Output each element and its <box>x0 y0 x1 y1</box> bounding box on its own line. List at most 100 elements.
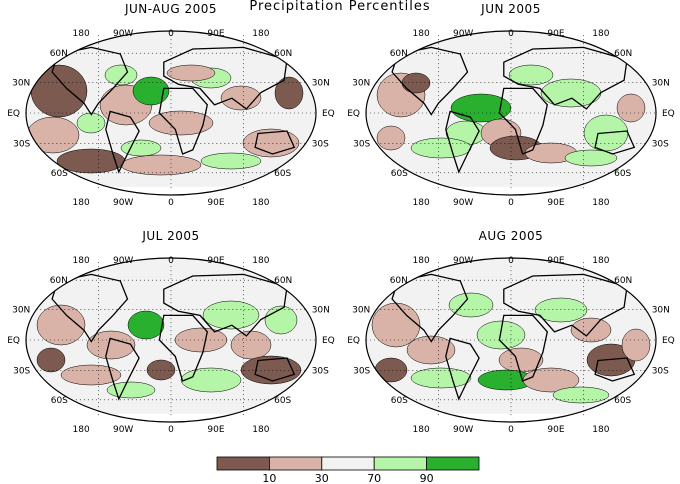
continent-outline <box>498 87 549 155</box>
longitude-label-top: 180 <box>252 29 269 39</box>
map-panel: JUL 2005 180 180 90W 90W 0 0 90E 90E 180 180 60N 60N… <box>7 229 335 435</box>
longitude-label-bottom: 180 <box>592 198 609 208</box>
longitude-label-top: 0 <box>168 256 174 266</box>
latitude-label-left: 30S <box>353 366 370 376</box>
longitude-label-bottom: 0 <box>168 198 174 208</box>
continent-outline <box>158 87 209 155</box>
colorbar-swatch <box>321 456 375 471</box>
latitude-label-right: 30N <box>652 79 670 89</box>
colorbar: 10 30 70 90 <box>216 456 480 484</box>
continent-outline <box>594 357 636 382</box>
continent-outline <box>445 337 480 401</box>
percentile-region <box>104 64 138 86</box>
longitude-label-bottom: 180 <box>73 198 90 208</box>
colorbar-label: 30 <box>315 472 329 484</box>
percentile-region <box>508 64 554 86</box>
percentile-region <box>410 137 472 159</box>
latitude-label-left: 60N <box>50 49 68 59</box>
antarctica <box>26 413 316 422</box>
percentile-region <box>448 292 494 318</box>
percentile-region <box>401 72 431 94</box>
longitude-label-bottom: 180 <box>592 425 609 435</box>
latitude-label-left: 30S <box>13 366 30 376</box>
percentile-region <box>146 359 176 381</box>
longitude-label-top: 180 <box>252 256 269 266</box>
antarctica <box>366 413 656 422</box>
percentile-region <box>36 304 86 346</box>
percentile-region <box>410 367 472 389</box>
latitude-label-left: EQ <box>347 109 360 119</box>
latitude-label-right: EQ <box>322 109 335 119</box>
longitude-label-bottom: 90E <box>207 198 224 208</box>
percentile-region <box>30 64 88 118</box>
longitude-label-bottom: 90W <box>453 425 473 435</box>
longitude-label-top: 0 <box>508 29 514 39</box>
percentile-region <box>148 110 214 136</box>
latitude-label-right: 60N <box>614 49 632 59</box>
longitude-label-bottom: 180 <box>252 198 269 208</box>
latitude-label-right: 30S <box>312 139 329 149</box>
longitude-label-top: 90W <box>113 256 133 266</box>
colorbar-swatch <box>268 456 323 471</box>
latitude-label-left: 30N <box>352 79 370 89</box>
latitude-label-left: 60S <box>391 169 408 179</box>
colorbar-label: 10 <box>262 472 276 484</box>
continent-outline <box>498 314 549 382</box>
latitude-label-left: 30S <box>13 139 30 149</box>
longitude-label-bottom: 90W <box>113 198 133 208</box>
page-title: Precipitation Percentiles <box>249 0 431 14</box>
latitude-label-left: 60S <box>51 169 68 179</box>
latitude-label-right: 60S <box>274 396 291 406</box>
percentile-region <box>106 381 156 399</box>
longitude-label-bottom: 90W <box>453 198 473 208</box>
longitude-label-top: 0 <box>508 256 514 266</box>
continent-outline <box>445 110 480 174</box>
longitude-label-bottom: 0 <box>508 198 514 208</box>
latitude-label-right: 30S <box>312 366 329 376</box>
colorbar-swatch <box>216 456 270 471</box>
continent-outline <box>254 357 296 382</box>
panel-title: JUL 2005 <box>141 229 199 243</box>
latitude-label-right: 60N <box>614 276 632 286</box>
percentile-region <box>26 116 80 154</box>
map-panel: JUN 2005 180 180 90W 90W 0 0 90E 90E 180 180 60N 60N… <box>347 2 675 208</box>
latitude-label-left: EQ <box>7 336 20 346</box>
longitude-label-bottom: 90E <box>547 198 564 208</box>
longitude-label-top: 180 <box>592 29 609 39</box>
percentile-region <box>274 76 304 110</box>
longitude-label-top: 90E <box>547 29 564 39</box>
map-border <box>365 257 657 423</box>
latitude-label-left: 60S <box>391 396 408 406</box>
percentile-region <box>36 347 66 373</box>
antarctica <box>26 186 316 195</box>
latitude-label-left: EQ <box>347 336 360 346</box>
continent-outline <box>105 110 140 174</box>
continent-outline <box>254 130 296 155</box>
percentile-region <box>166 64 216 82</box>
percentile-region <box>86 330 136 360</box>
map-border <box>25 257 317 423</box>
map-panel: JUN-AUG 2005 180 180 90W 90W 0 0 90E 90E 180 180 60… <box>7 2 335 208</box>
latitude-label-left: 30N <box>352 306 370 316</box>
latitude-label-right: EQ <box>662 336 675 346</box>
percentile-region <box>127 310 165 340</box>
longitude-label-bottom: 180 <box>73 425 90 435</box>
percentile-region <box>476 320 526 350</box>
longitude-label-bottom: 90E <box>547 425 564 435</box>
longitude-label-top: 90E <box>207 256 224 266</box>
longitude-label-top: 180 <box>73 256 90 266</box>
longitude-label-top: 90W <box>113 29 133 39</box>
latitude-label-right: 30N <box>652 306 670 316</box>
longitude-label-top: 90E <box>207 29 224 39</box>
longitude-label-bottom: 180 <box>252 425 269 435</box>
latitude-label-left: 60N <box>390 49 408 59</box>
percentile-region <box>76 112 106 134</box>
latitude-label-left: 60N <box>50 276 68 286</box>
percentile-region <box>220 85 262 111</box>
percentile-region <box>120 154 202 176</box>
latitude-label-right: EQ <box>322 336 335 346</box>
percentile-region <box>180 367 242 393</box>
panel-title: AUG 2005 <box>479 229 544 243</box>
longitude-label-bottom: 90E <box>207 425 224 435</box>
